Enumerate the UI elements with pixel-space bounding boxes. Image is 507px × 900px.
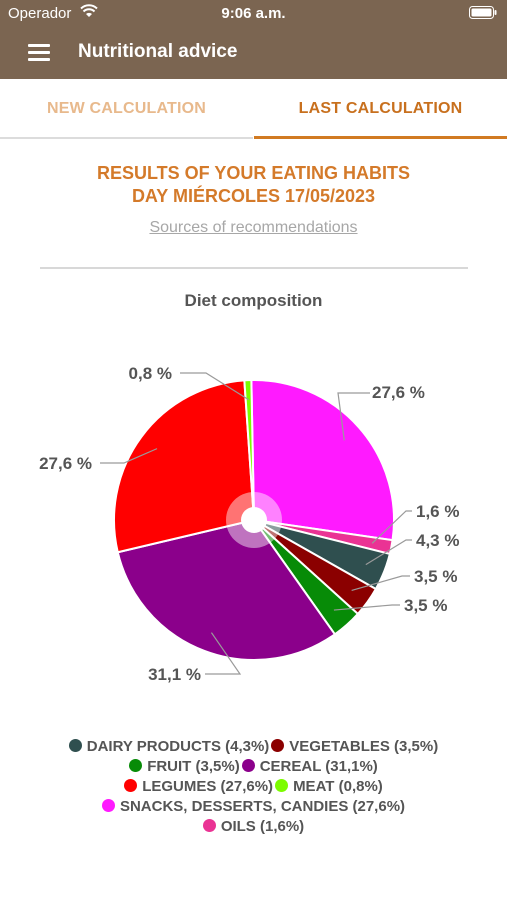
- legend-label: DAIRY PRODUCTS (4,3%): [86, 738, 270, 755]
- pie-chart: 27,6 % 1,6 % 4,3 % 3,5 % 3,5 % 31,1 % 27,6 % 0,…: [39, 364, 459, 684]
- legend-label: OILS (1,6%): [220, 818, 305, 835]
- legend-label: SNACKS, DESSERTS, CANDIES (27,6%): [119, 798, 406, 815]
- results-heading: RESULTS OF YOUR EATING HABITS DAY MIÉRCO…: [0, 162, 507, 208]
- divider: [40, 267, 468, 269]
- app-title: Nutritional advice: [78, 41, 238, 62]
- tab-last-calculation[interactable]: LAST CALCULATION: [254, 79, 507, 139]
- pie-data-label: 27,6 %: [39, 454, 92, 473]
- legend-row: LEGUMES (27,6%) MEAT (0,8%): [30, 777, 477, 797]
- chart-title: Diet composition: [184, 291, 323, 310]
- legend-swatch: [271, 739, 285, 752]
- pie-data-label: 31,1 %: [148, 665, 201, 684]
- legend-item[interactable]: DAIRY PRODUCTS (4,3%): [68, 737, 270, 757]
- legend-label: VEGETABLES (3,5%): [289, 738, 439, 755]
- legend-label: FRUIT (3,5%): [147, 758, 240, 775]
- legend-label: CEREAL (31,1%): [259, 758, 378, 775]
- sources-link[interactable]: Sources of recommendations: [149, 219, 358, 236]
- legend-swatch: [241, 759, 255, 772]
- pie-data-label: 27,6 %: [372, 383, 425, 402]
- legend-row: FRUIT (3,5%) CEREAL (31,1%): [30, 757, 477, 777]
- pie-leader-line: [180, 372, 250, 401]
- legend-item[interactable]: OILS (1,6%): [202, 817, 305, 837]
- pie-data-label: 3,5 %: [404, 596, 447, 615]
- pie-slice-snacks-desserts-candies[interactable]: [250, 379, 395, 542]
- chart-legend: DAIRY PRODUCTS (4,3%) VEGETABLES (3,5%) FR…: [30, 737, 477, 837]
- legend-item[interactable]: LEGUMES (27,6%): [124, 777, 273, 797]
- pie-leader-line: [205, 632, 242, 675]
- pie-data-label: 1,6 %: [416, 502, 459, 521]
- legend-swatch: [275, 779, 289, 792]
- pie-data-label: 0,8 %: [129, 364, 172, 383]
- legend-swatch: [68, 739, 82, 752]
- pie-center-hole: [241, 507, 267, 533]
- legend-item[interactable]: VEGETABLES (3,5%): [271, 737, 438, 757]
- legend-swatch: [202, 819, 216, 832]
- pie-data-label: 3,5 %: [414, 567, 457, 586]
- status-bar: Operador 9:06 a.m.: [0, 0, 507, 26]
- legend-item[interactable]: FRUIT (3,5%): [129, 757, 240, 777]
- legend-label: MEAT (0,8%): [293, 778, 383, 795]
- tab-new-calculation[interactable]: NEW CALCULATION: [0, 79, 253, 139]
- results-title: RESULTS OF YOUR EATING HABITS: [96, 163, 410, 183]
- pie-leader-line: [333, 604, 400, 611]
- pie-slice-legumes[interactable]: [113, 379, 256, 554]
- wifi-icon: [80, 4, 98, 22]
- legend-label: LEGUMES (27,6%): [142, 778, 274, 795]
- legend-swatch: [101, 799, 115, 812]
- pie-leader-line: [365, 539, 412, 566]
- battery-icon: [469, 6, 497, 23]
- legend-row: OILS (1,6%): [30, 817, 477, 837]
- app-bar: Nutritional advice: [0, 26, 507, 79]
- status-time: 9:06 a.m.: [221, 5, 286, 22]
- legend-item[interactable]: MEAT (0,8%): [275, 777, 383, 797]
- legend-row: SNACKS, DESSERTS, CANDIES (27,6%): [30, 797, 477, 817]
- pie-leader-line: [371, 510, 412, 544]
- pie-data-label: 4,3 %: [416, 531, 459, 550]
- legend-swatch: [124, 779, 138, 792]
- pie-leader-line: [100, 448, 158, 464]
- hamburger-menu-icon[interactable]: [26, 40, 54, 64]
- legend-item[interactable]: SNACKS, DESSERTS, CANDIES (27,6%): [101, 797, 406, 817]
- pie-leader-line: [351, 575, 410, 592]
- pie-slice-meat[interactable]: [243, 379, 255, 521]
- pie-slice-cereal[interactable]: [116, 518, 337, 661]
- pie-leader-line: [337, 392, 370, 441]
- legend-swatch: [129, 759, 143, 772]
- tab-bar: NEW CALCULATION LAST CALCULATION: [0, 79, 507, 139]
- results-date: DAY MIÉRCOLES 17/05/2023: [131, 186, 376, 206]
- carrier-label: Operador: [8, 5, 72, 22]
- legend-row: DAIRY PRODUCTS (4,3%) VEGETABLES (3,5%): [30, 737, 477, 757]
- legend-item[interactable]: CEREAL (31,1%): [241, 757, 378, 777]
